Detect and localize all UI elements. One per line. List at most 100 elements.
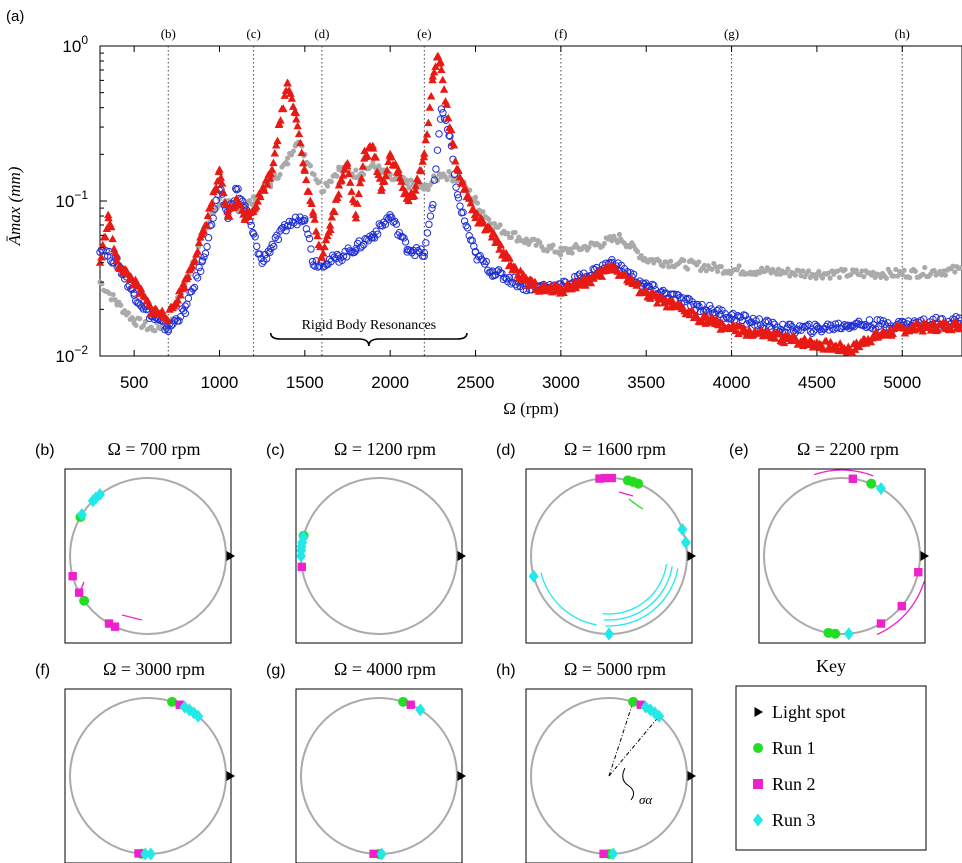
series-3-point	[447, 125, 456, 134]
series-3-point	[309, 210, 318, 219]
series-2-point	[769, 318, 777, 327]
series-3-point	[280, 91, 289, 99]
series-3-point	[327, 212, 337, 221]
series-1-point	[544, 248, 550, 254]
series-2-point	[249, 228, 257, 237]
series-1-point	[939, 272, 945, 278]
series-3-point	[371, 153, 381, 161]
series-2-point	[190, 283, 199, 292]
series-2-point	[430, 176, 439, 184]
series-3-point	[368, 144, 378, 152]
series-1-point	[423, 182, 429, 188]
series-2-point	[425, 220, 433, 229]
run-2-marker	[369, 849, 378, 859]
reference-lines: (b) (c) (d) (e) (f) (g) (h)	[161, 26, 910, 356]
series-1-point	[133, 322, 139, 328]
series-1-point	[950, 263, 956, 269]
series-1-point	[848, 272, 854, 278]
series-3-point	[271, 140, 281, 149]
series-2-point	[439, 109, 447, 117]
series-2-point	[251, 233, 259, 241]
series-1-point	[404, 177, 410, 183]
series-1-point	[942, 272, 949, 278]
series-2-point	[274, 235, 283, 244]
series-1-point	[681, 257, 687, 264]
panel-frame	[64, 688, 232, 863]
series-2-point	[252, 242, 261, 251]
series-2-point	[629, 270, 638, 278]
series-1-point	[842, 267, 848, 273]
y-tick-exp: −1	[74, 188, 88, 202]
series-1-point	[922, 264, 928, 271]
series-2-point	[350, 248, 359, 257]
series-1-point	[601, 240, 607, 247]
series-3-point	[621, 271, 630, 279]
series-3-point	[164, 316, 173, 325]
key-marker	[753, 779, 763, 789]
series-3-point	[420, 149, 429, 157]
series-2-point	[195, 263, 203, 272]
series-3-point	[933, 325, 942, 333]
series-2-point	[305, 234, 314, 243]
series-3-point	[320, 242, 329, 251]
series-2-point	[454, 194, 463, 202]
run-3-marker	[415, 703, 426, 717]
key-label: Light spot	[772, 702, 846, 722]
series-3-point	[438, 75, 447, 84]
series-3-point	[417, 166, 426, 175]
series-1-point	[836, 274, 843, 281]
track-circle	[300, 477, 458, 635]
light-spot-marker	[226, 771, 235, 781]
run-3-marker	[876, 481, 886, 495]
series-3-point	[363, 151, 372, 160]
series-1-point	[121, 307, 128, 314]
y-axis-label: Āmax (mm)	[5, 166, 24, 246]
series-3-point	[313, 231, 322, 240]
series-1-point	[550, 242, 556, 248]
series-1-point	[277, 171, 283, 178]
series-2-point	[285, 217, 293, 226]
series-3-point	[430, 67, 439, 76]
series-2-point	[282, 227, 290, 235]
y-tick-label: 10−2	[55, 343, 88, 366]
series-2-point	[682, 295, 690, 304]
series-3-point	[107, 222, 116, 231]
series-3-point	[404, 196, 413, 205]
series-3-point	[232, 194, 241, 202]
series-1-point	[891, 273, 897, 279]
series-3-point	[263, 180, 272, 188]
run-3-marker	[677, 522, 688, 536]
series-2-point	[422, 239, 430, 247]
series-3-point	[479, 219, 488, 227]
series-3-point	[734, 329, 743, 338]
series-3-point	[304, 187, 314, 195]
series-3-point	[357, 174, 366, 182]
series-3-point	[466, 198, 475, 207]
run1-arrow	[628, 498, 644, 510]
panel-title: Ω = 1600 rpm	[564, 439, 666, 459]
series-3-point	[104, 213, 113, 222]
series-3-point	[287, 94, 297, 102]
run-3-marker	[843, 627, 854, 641]
series-2-point	[794, 326, 802, 334]
series-2-point	[232, 184, 240, 193]
series-2-point	[192, 272, 200, 280]
series-3-point	[244, 212, 254, 220]
series-1-point	[311, 171, 317, 178]
series-3-point	[652, 298, 662, 307]
series-1-point	[446, 168, 452, 175]
series-2-point	[176, 312, 185, 321]
y-tick-base: 10	[55, 347, 74, 366]
series-3-point	[850, 345, 860, 353]
series-1-point	[684, 266, 691, 272]
run-2-marker	[848, 474, 858, 483]
series-1-point	[931, 267, 937, 274]
series-1-point	[901, 267, 907, 273]
series-1-point	[497, 222, 503, 228]
series-3-point	[469, 204, 478, 213]
run-2-marker	[914, 568, 923, 577]
series-3-point	[397, 177, 406, 185]
series-1-point	[284, 155, 291, 161]
series-3-point	[207, 198, 217, 207]
